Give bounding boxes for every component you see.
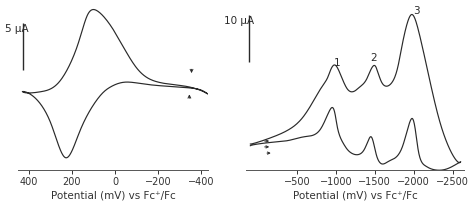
- X-axis label: Potential (mV) vs Fc⁺/Fc: Potential (mV) vs Fc⁺/Fc: [51, 189, 175, 199]
- Text: 3: 3: [413, 5, 420, 16]
- Text: 2: 2: [370, 53, 376, 63]
- Text: 5 μA: 5 μA: [5, 24, 28, 34]
- Text: 10 μA: 10 μA: [224, 16, 254, 25]
- Text: 1: 1: [333, 57, 340, 67]
- X-axis label: Potential (mV) vs Fc⁺/Fc: Potential (mV) vs Fc⁺/Fc: [293, 189, 418, 199]
